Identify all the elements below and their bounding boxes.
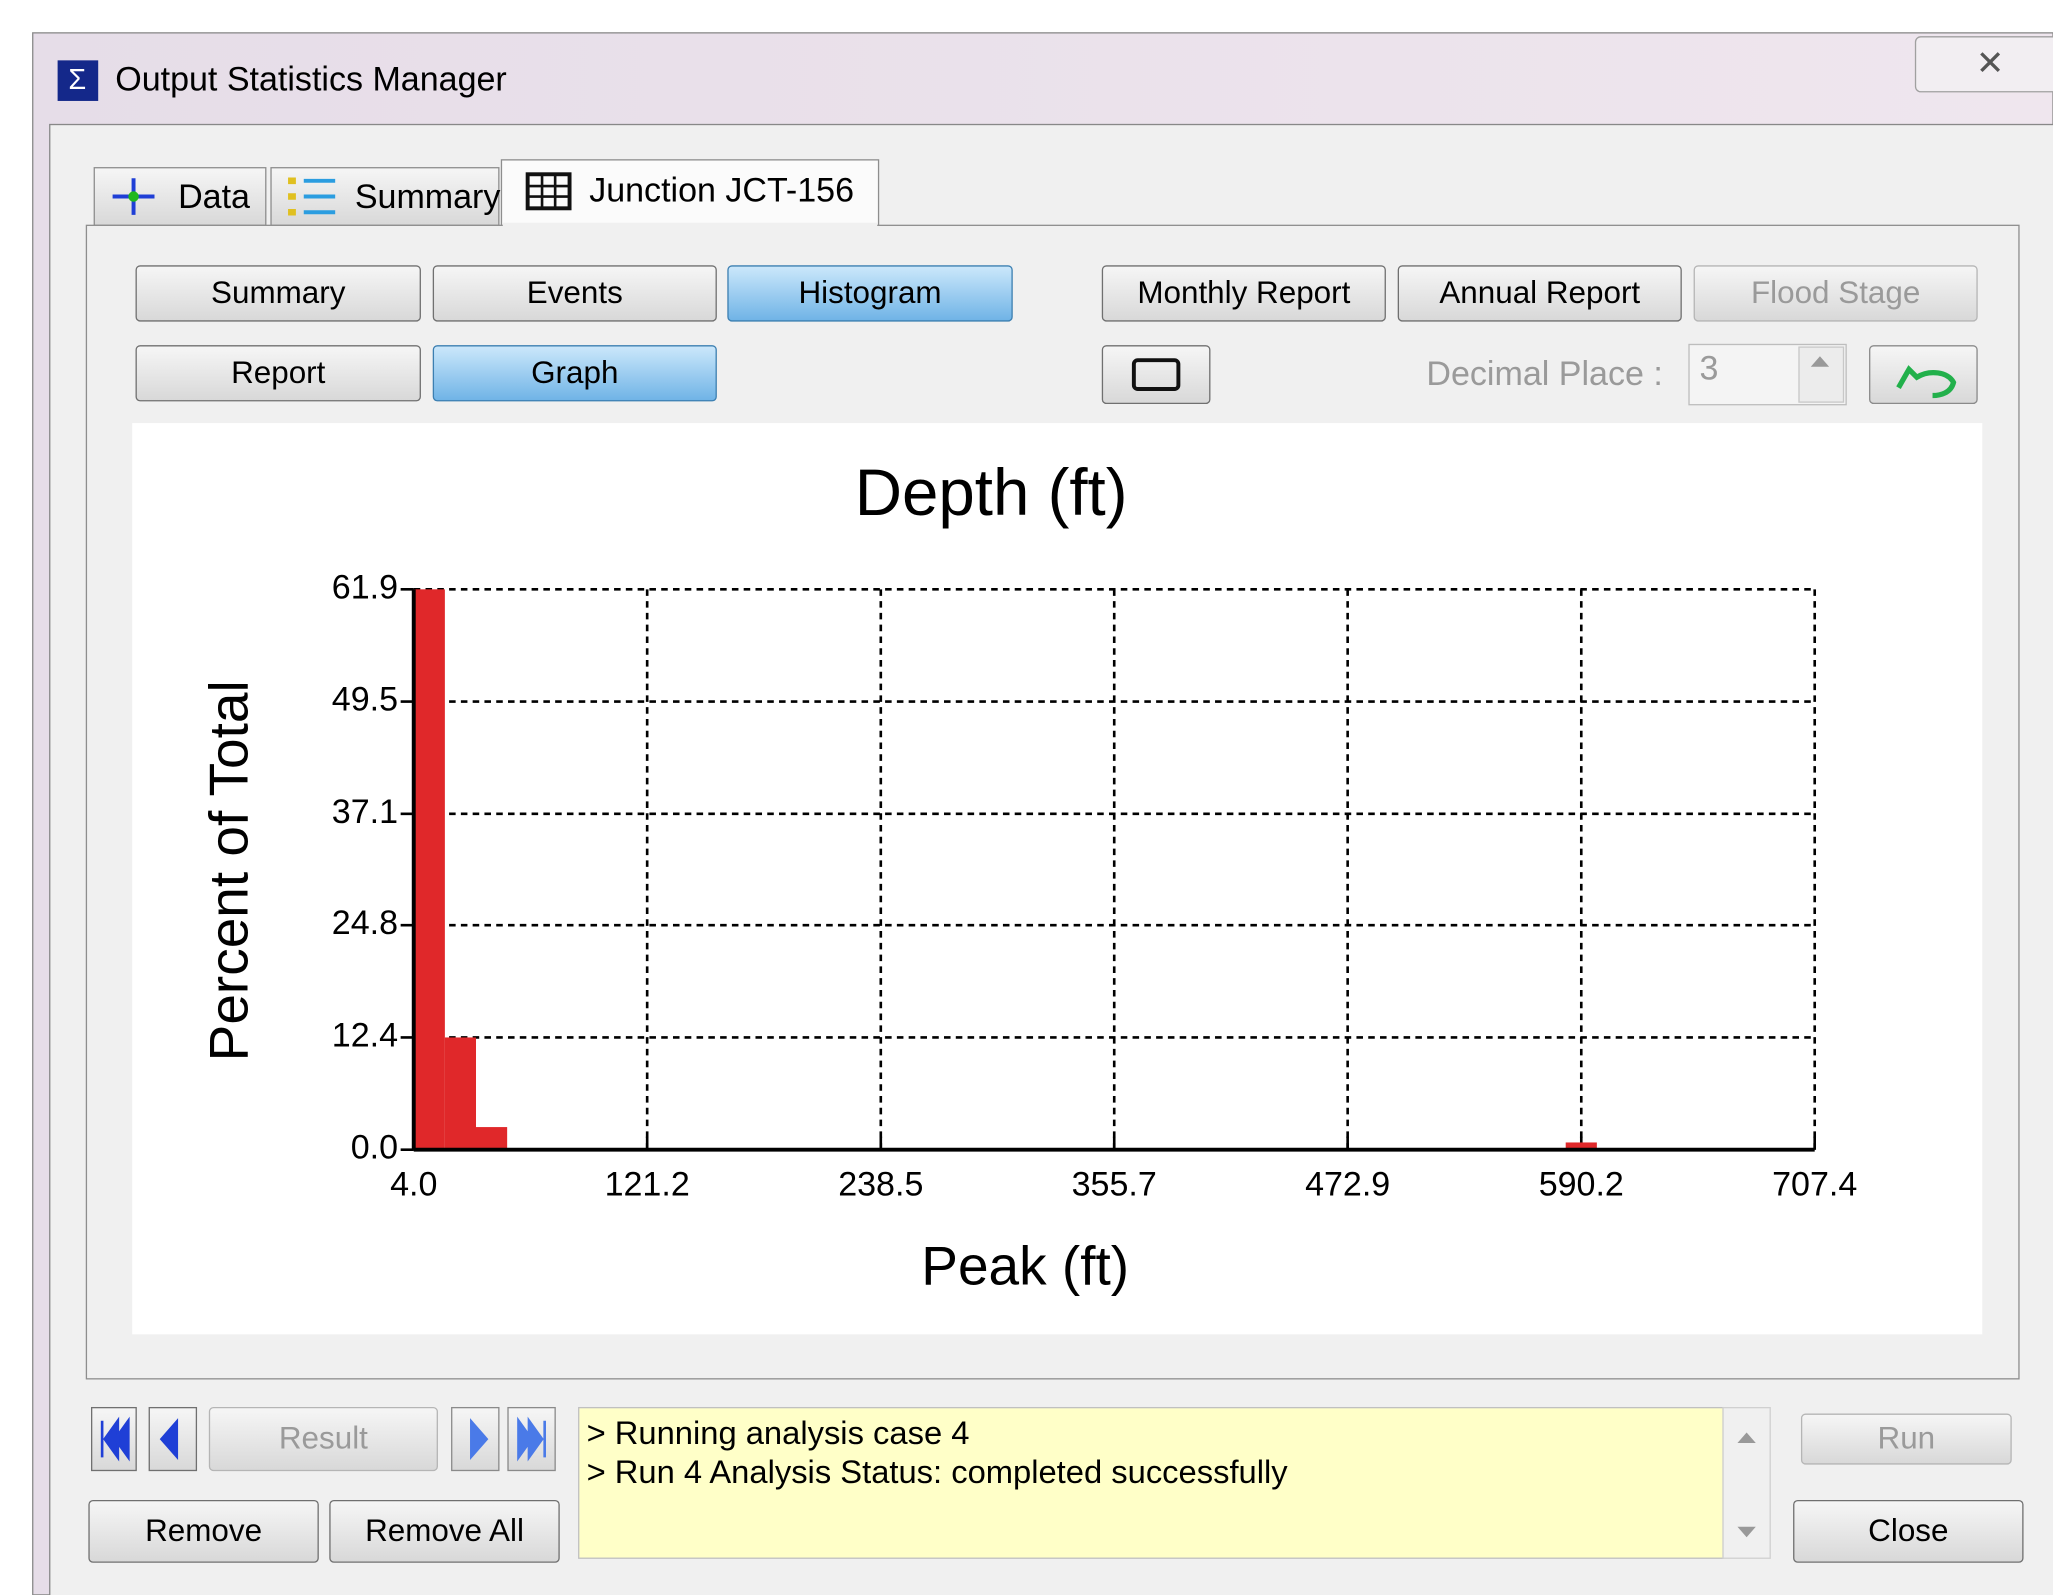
button[interactable]: Monthly Report <box>1102 266 1385 321</box>
button-label: Histogram <box>798 275 941 310</box>
button[interactable]: Remove All <box>330 1501 559 1563</box>
y-tick-label: 49.5 <box>332 681 398 719</box>
chart-title: Depth (ft) <box>855 456 1128 529</box>
y-axis-label: Percent of Total <box>198 680 260 1061</box>
button-label: Graph <box>531 355 618 390</box>
button <box>1102 346 1209 404</box>
button-label: Remove All <box>365 1513 524 1548</box>
button-label: Close <box>1868 1513 1948 1548</box>
button-label: Report <box>231 355 326 390</box>
button[interactable]: Report <box>136 346 420 401</box>
nav-prev[interactable] <box>149 1408 196 1471</box>
button[interactable]: Graph <box>433 346 716 401</box>
button[interactable]: Close <box>1794 1501 2023 1563</box>
button-label: Flood Stage <box>1751 275 1920 310</box>
decimal-input[interactable]: 3 <box>1689 344 1846 404</box>
spinner <box>1799 347 1844 402</box>
window-title: Output Statistics Manager <box>115 60 507 98</box>
button-label: Summary <box>211 275 346 310</box>
button[interactable]: Annual Report <box>1398 266 1681 321</box>
button[interactable]: Remove <box>89 1501 318 1563</box>
bar <box>445 1037 476 1149</box>
app-icon-glyph: Σ <box>68 64 86 96</box>
tab-label: Junction JCT-156 <box>589 172 854 210</box>
button[interactable]: Result <box>209 1408 437 1471</box>
y-tick-label: 24.8 <box>332 904 398 942</box>
x-tick-label: 238.5 <box>838 1165 923 1203</box>
tab-data[interactable]: Data <box>94 168 266 226</box>
print-button[interactable] <box>1102 346 1209 404</box>
button-label: Result <box>279 1421 368 1456</box>
button[interactable]: Run <box>1802 1414 2011 1464</box>
decimal-label: Decimal Place : <box>1426 355 1662 393</box>
x-tick-label: 707.4 <box>1772 1165 1857 1203</box>
tab-label: Data <box>178 178 250 216</box>
y-tick-label: 61.9 <box>332 568 398 606</box>
button[interactable]: Events <box>433 266 716 321</box>
nav-last[interactable] <box>508 1408 555 1471</box>
button-label: Monthly Report <box>1137 275 1350 310</box>
button-label: Annual Report <box>1439 275 1640 310</box>
bar <box>476 1127 507 1150</box>
tab-summary[interactable]: Summary <box>271 168 500 226</box>
x-tick-label: 590.2 <box>1539 1165 1624 1203</box>
x-tick-label: 472.9 <box>1305 1165 1390 1203</box>
x-tick-label: 121.2 <box>605 1165 690 1203</box>
button[interactable]: Summary <box>136 266 420 321</box>
tab-icon <box>128 191 138 201</box>
log-line: > Run 4 Analysis Status: completed succe… <box>587 1453 1289 1490</box>
nav-first[interactable] <box>92 1408 137 1471</box>
y-tick-label: 12.4 <box>332 1016 398 1054</box>
tab-label: Summary <box>355 178 501 216</box>
nav-next[interactable] <box>452 1408 499 1471</box>
button-label: Remove <box>145 1513 262 1548</box>
y-tick-label: 37.1 <box>332 793 398 831</box>
tab-junction[interactable]: Junction JCT-156 <box>501 160 878 228</box>
bar <box>414 589 445 1149</box>
button-label: Events <box>527 275 623 310</box>
x-axis-label: Peak (ft) <box>921 1235 1129 1297</box>
button[interactable]: Flood Stage <box>1694 266 1977 321</box>
log-line: > Running analysis case 4 <box>587 1414 970 1451</box>
button[interactable]: Histogram <box>728 266 1012 321</box>
x-tick-label: 4.0 <box>390 1165 437 1203</box>
page: Σ Output Statistics Manager ✕ Data Summa… <box>0 0 2053 1595</box>
button-label: Run <box>1878 1421 1936 1456</box>
close-glyph: ✕ <box>1976 45 2005 83</box>
undo-button[interactable] <box>1870 346 1977 404</box>
decimal-value: 3 <box>1699 350 1718 388</box>
tab-join <box>503 223 877 230</box>
x-tick-label: 355.7 <box>1072 1165 1157 1203</box>
y-tick-label: 0.0 <box>351 1129 398 1167</box>
window: Σ Output Statistics Manager ✕ Data Summa… <box>0 0 2053 1595</box>
